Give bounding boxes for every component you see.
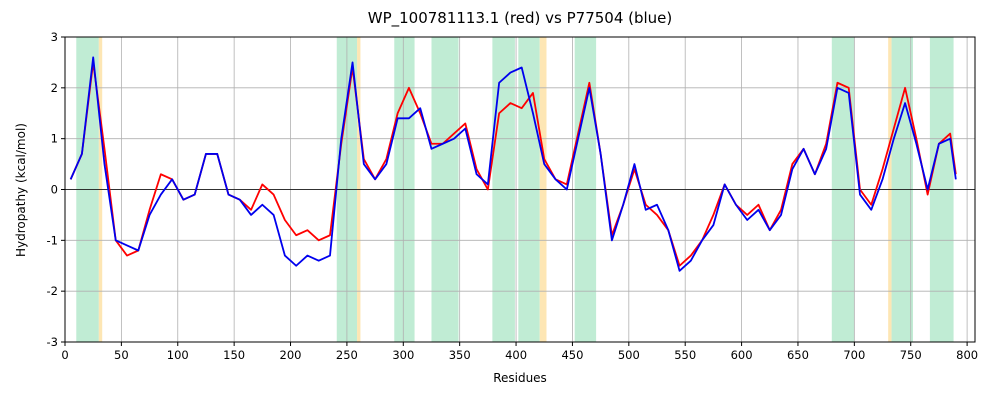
x-tick-label: 250 [336,348,358,362]
x-tick-label: 0 [61,348,68,362]
chart-title: WP_100781113.1 (red) vs P77504 (blue) [368,9,673,28]
plot-frame [64,36,976,343]
x-tick-label: 350 [449,348,471,362]
x-tick-label: 450 [561,348,583,362]
x-axis-label: Residues [493,371,547,385]
x-tick-label: 750 [900,348,922,362]
x-tick-label: 400 [505,348,527,362]
y-tick-label: 2 [51,81,58,95]
y-axis-label: Hydropathy (kcal/mol) [14,123,28,257]
x-tick-label: 300 [392,348,414,362]
x-tick-label: 150 [223,348,245,362]
y-tick-label: 0 [51,183,58,197]
x-tick-label: 200 [280,348,302,362]
y-tick-label: -2 [47,284,58,298]
x-tick-label: 550 [674,348,696,362]
x-tick-label: 100 [167,348,189,362]
y-tick-label: 3 [51,30,58,44]
y-tick-label: -3 [47,335,58,349]
x-tick-label: 500 [618,348,640,362]
series-line [69,56,957,272]
y-tick-label: 1 [51,132,58,146]
x-tick-label: 650 [787,348,809,362]
x-tick-label: 700 [843,348,865,362]
x-tick-label: 600 [731,348,753,362]
x-tick-label: 800 [956,348,978,362]
x-tick-label: 50 [114,348,129,362]
y-tick-label: -1 [47,233,58,247]
